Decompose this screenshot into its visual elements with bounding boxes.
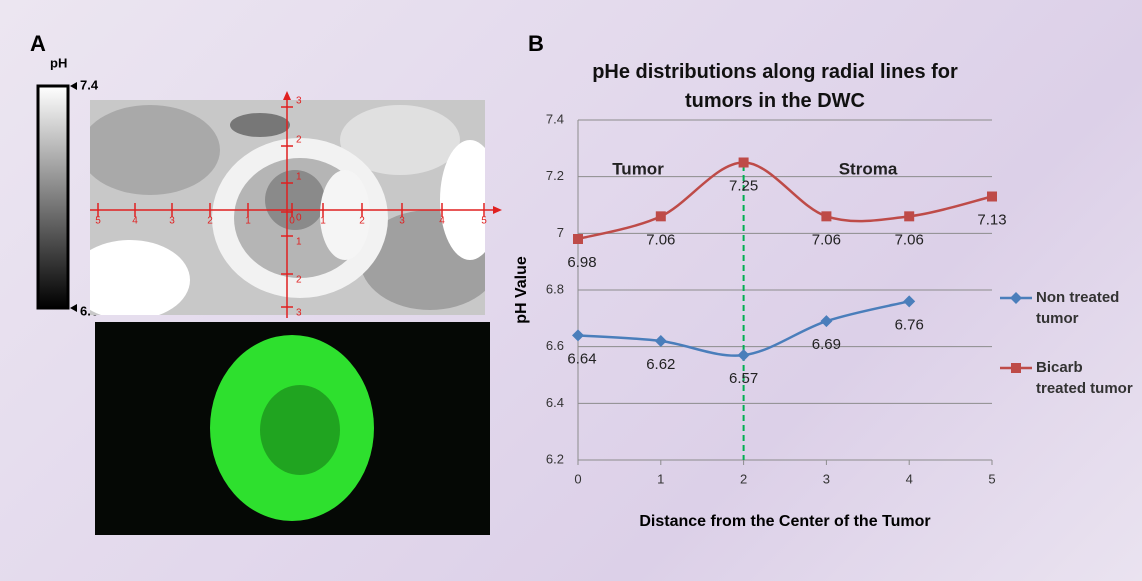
data-label: 7.25 [729,177,758,194]
x-tick-label: 1 [657,471,664,486]
y-tick-label: 7.2 [546,168,564,183]
red-x-label: 3 [169,216,175,227]
x-tick-label: 3 [823,471,830,486]
data-label: 6.69 [812,336,841,353]
data-label: 7.13 [977,211,1006,228]
panel-label: A [30,31,46,56]
red-x-label: 5 [95,216,101,227]
x-tick-label: 4 [906,471,913,486]
x-axis-title: Distance from the Center of the Tumor [639,513,930,530]
marker [987,192,997,202]
red-x-label: 4 [439,216,445,227]
marker [656,211,666,221]
legend-label: Bicarb treated tumor [1036,357,1136,399]
colorbar [38,86,68,308]
data-label: 7.06 [895,231,924,248]
y-tick-label: 6.2 [546,451,564,466]
red-x-label: 1 [245,216,251,227]
marker [572,329,584,341]
marker [573,234,583,244]
marker [821,211,831,221]
y-tick-label: 6.6 [546,338,564,353]
red-y-label: 3 [296,96,302,107]
red-x-label: 2 [207,216,213,227]
colorbar-title: pH [50,55,67,70]
red-y-label: 1 [296,237,302,248]
red-y-label: 2 [296,275,302,286]
legend-marker [1011,363,1021,373]
data-label: 7.06 [646,231,675,248]
y-tick-label: 6.8 [546,281,564,296]
y-tick-label: 7 [557,225,564,240]
data-label: 6.62 [646,356,675,373]
panel-label: B [528,31,544,56]
marker [820,315,832,327]
marker [655,335,667,347]
marker [903,295,915,307]
red-x-label: 1 [320,216,326,227]
annotation: Tumor [612,159,664,178]
marker [904,211,914,221]
red-y-label: 0 [296,213,302,224]
legend-marker [1010,292,1022,304]
red-y-label: 2 [296,135,302,146]
data-label: 6.57 [729,370,758,387]
legend-label: Non treated tumor [1036,287,1136,329]
colorbar-max: 7.4 [80,77,99,92]
y-axis-title: pH Value [513,256,530,324]
data-label: 6.64 [567,350,596,367]
red-x-label: 0 [289,216,295,227]
red-x-label: 4 [132,216,138,227]
marker [739,158,749,168]
tumor-core [260,385,340,475]
x-tick-label: 0 [574,471,581,486]
red-x-label: 3 [399,216,405,227]
red-x-label: 2 [359,216,365,227]
x-tick-label: 5 [988,471,995,486]
data-label: 6.76 [895,316,924,333]
data-label: 7.06 [812,231,841,248]
y-tick-label: 6.4 [546,395,564,410]
marker [738,349,750,361]
red-y-label: 3 [296,308,302,319]
figure: A pH 7.4 6.6 543210123453210123B6.26.46.… [0,0,1142,581]
data-label: 6.98 [567,254,596,271]
red-y-label: 1 [296,172,302,183]
red-x-label: 5 [481,216,487,227]
chart-title: pHe distributions along radial lines for… [560,58,990,116]
annotation: Stroma [839,159,898,178]
x-tick-label: 2 [740,471,747,486]
colorbar-arrows [70,82,77,312]
